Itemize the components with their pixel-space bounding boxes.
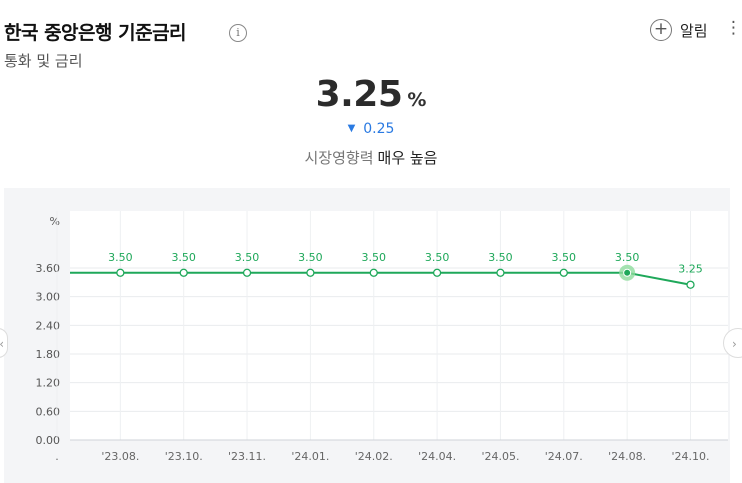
x-tick-label: .: [55, 450, 59, 463]
y-tick-label: 1.80: [36, 348, 61, 361]
x-tick-label: '24.04.: [418, 450, 456, 463]
y-unit-label: %: [50, 215, 60, 228]
x-tick-label: '24.10.: [671, 450, 709, 463]
y-tick-label: 3.00: [36, 291, 61, 304]
data-label: 3.50: [235, 251, 260, 264]
info-icon[interactable]: i: [229, 24, 247, 42]
category-subtitle: 통화 및 금리: [4, 52, 83, 70]
y-tick-label: 3.60: [36, 262, 61, 275]
x-tick-label: '24.05.: [481, 450, 519, 463]
data-label: 3.50: [298, 251, 323, 264]
down-triangle-icon: ▼: [347, 123, 356, 134]
x-tick-label: '24.07.: [545, 450, 583, 463]
data-point: [496, 268, 505, 277]
rate-unit: %: [407, 89, 427, 111]
change-value: 0.25: [363, 121, 395, 137]
data-label: 3.50: [362, 251, 387, 264]
impact-level: 매우 높음: [377, 149, 438, 167]
data-point: [559, 268, 568, 277]
data-point: [686, 280, 695, 289]
y-tick-label: 0.00: [36, 434, 61, 447]
plus-circle-icon: +: [650, 19, 672, 41]
x-tick-label: '24.08.: [608, 450, 646, 463]
data-label: 3.50: [488, 251, 513, 264]
data-point-highlighted: [623, 268, 632, 277]
data-point: [432, 268, 442, 277]
data-point: [179, 268, 188, 277]
impact-label: 시장영향력: [304, 149, 374, 167]
alarm-label: 알림: [680, 21, 708, 40]
data-point: [369, 268, 378, 277]
y-tick-label: 2.40: [36, 319, 61, 332]
market-impact: 시장영향력 매우 높음: [0, 147, 742, 168]
data-label: 3.50: [108, 251, 133, 264]
x-tick-label: '23.10.: [165, 450, 203, 463]
page-title: 한국 중앙은행 기준금리: [4, 22, 187, 44]
data-point: [116, 268, 125, 277]
alarm-button[interactable]: + 알림: [650, 18, 708, 42]
x-tick-label: '24.02.: [355, 450, 393, 463]
rate-change: ▼ 0.25: [0, 121, 742, 137]
data-point: [242, 268, 252, 277]
data-label: 3.50: [552, 251, 577, 264]
x-tick-label: '23.11.: [228, 450, 266, 463]
rate-value: 3.25: [315, 74, 403, 115]
data-label: 3.50: [425, 251, 450, 264]
x-tick-label: '24.01.: [291, 450, 329, 463]
y-tick-label: 1.20: [36, 377, 61, 390]
data-label: 3.50: [171, 251, 196, 264]
current-rate: 3.25%: [0, 74, 742, 115]
y-tick-label: 0.60: [36, 405, 61, 418]
data-label: 3.50: [615, 251, 640, 264]
data-label: 3.25: [678, 263, 703, 276]
data-point: [306, 268, 315, 277]
x-tick-label: '23.08.: [101, 450, 139, 463]
